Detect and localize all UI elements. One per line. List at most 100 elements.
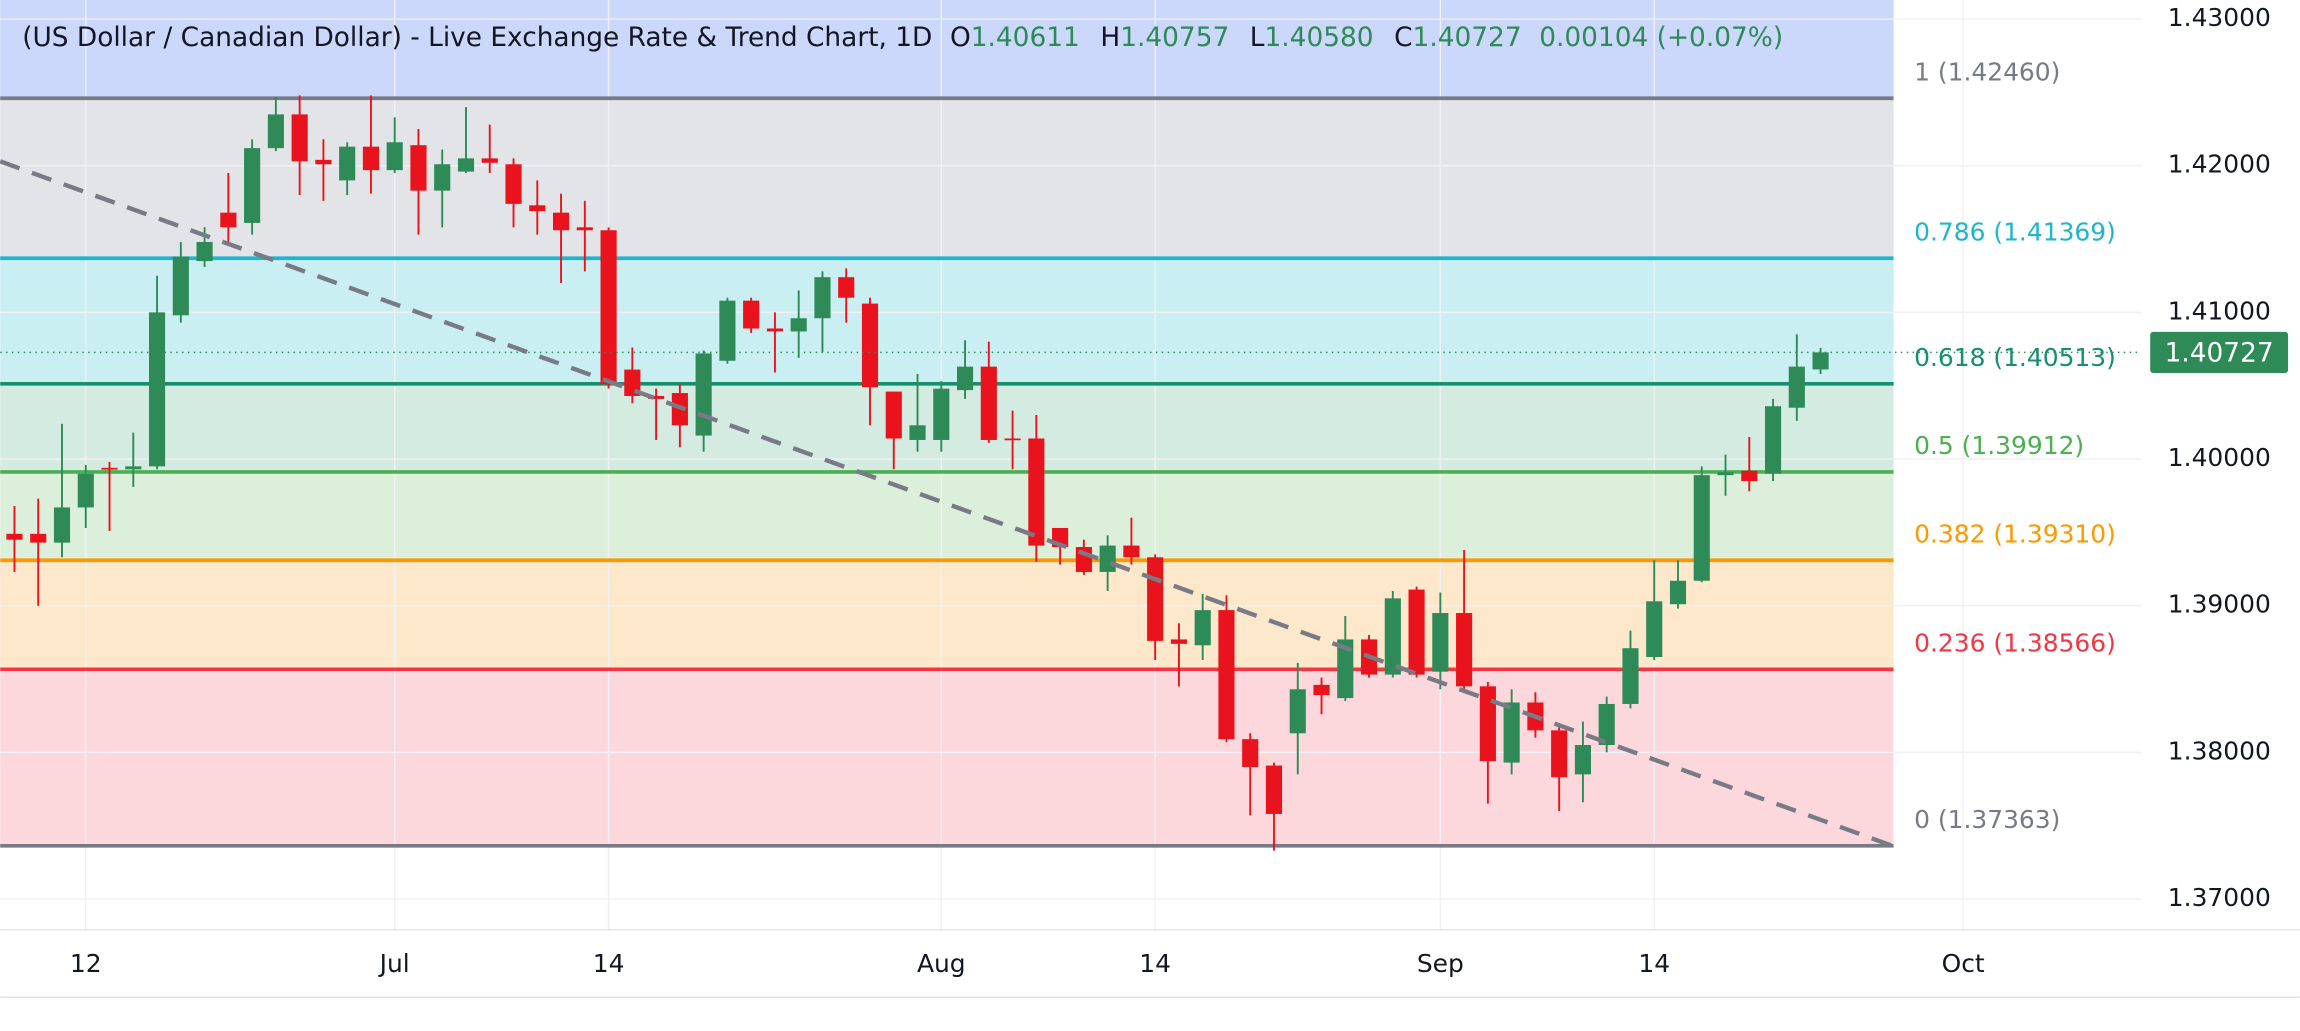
candle-body: [457, 158, 475, 172]
candle-body: [790, 318, 807, 332]
candle-body: [1194, 610, 1211, 646]
candle-body: [1075, 547, 1092, 572]
candle-body: [1004, 438, 1021, 441]
candle-body: [1622, 648, 1639, 704]
candle-body: [101, 467, 118, 470]
fib-label: 1 (1.42460): [1914, 57, 2060, 86]
y-tick-label: 1.41000: [2168, 296, 2271, 325]
candle-body: [410, 145, 427, 191]
candle-body: [1384, 598, 1401, 675]
candle-body: [1693, 475, 1710, 581]
candle-body: [909, 425, 926, 440]
candle-body: [362, 146, 380, 171]
candle-body: [1503, 702, 1520, 763]
candle-body: [1432, 613, 1449, 672]
candle-body: [481, 158, 498, 163]
candle-body: [6, 533, 23, 540]
fib-label: 0.618 (1.40513): [1914, 343, 2116, 372]
candle-body: [1242, 739, 1259, 768]
candle-body: [1741, 470, 1758, 482]
candle-body: [77, 473, 94, 508]
ohlc-value: 1.40757: [1120, 23, 1229, 53]
candle-body: [196, 241, 213, 262]
ohlc-value: 1.40611: [971, 23, 1080, 53]
candle-body: [291, 114, 308, 162]
candle-body: [980, 366, 997, 440]
candle-body: [220, 212, 237, 228]
ohlc-value: 1.40580: [1265, 23, 1374, 53]
y-tick-label: 1.39000: [2168, 590, 2271, 619]
candle-body: [1289, 689, 1306, 734]
candle-body: [1265, 765, 1283, 814]
candle-body: [766, 328, 784, 332]
ohlc-value: 1.40727: [1413, 23, 1522, 53]
candle-body: [1170, 639, 1188, 644]
ohlc-label: O: [950, 23, 971, 53]
candle-body: [719, 300, 736, 361]
candle-body: [434, 164, 451, 191]
fib-band: [0, 258, 1894, 384]
fib-band: [0, 669, 1894, 846]
candle-body: [648, 395, 665, 399]
x-tick-label: 14: [1638, 949, 1670, 978]
candle-body: [1764, 406, 1782, 474]
candle-body: [600, 230, 617, 385]
candle-body: [315, 159, 332, 165]
candle-body: [1123, 545, 1140, 558]
candle-body: [267, 114, 284, 149]
candle-body: [172, 256, 189, 316]
candle-body: [838, 277, 855, 298]
change: 0.00104 (+0.07%): [1539, 23, 1783, 53]
fib-label: 0.786 (1.41369): [1914, 217, 2116, 246]
candle-body: [244, 148, 261, 223]
ohlc-label: H: [1100, 23, 1120, 53]
ohlc-label: C: [1394, 23, 1412, 53]
candle-body: [1598, 703, 1615, 746]
x-tick-label: 14: [1139, 949, 1171, 978]
candle-body: [956, 366, 974, 391]
candle-body: [743, 300, 760, 329]
header: (US Dollar / Canadian Dollar) - Live Exc…: [22, 23, 1783, 53]
y-tick-label: 1.43000: [2168, 3, 2271, 32]
price-tag: [2150, 331, 2289, 373]
x-tick-label: 12: [70, 949, 102, 978]
candle-body: [1218, 610, 1235, 740]
candle-body: [1669, 580, 1687, 605]
fib-band: [0, 560, 1894, 670]
y-tick-label: 1.37000: [2168, 883, 2271, 912]
x-tick-label: Sep: [1417, 949, 1464, 978]
fib-band: [0, 471, 1894, 561]
y-tick-label: 1.38000: [2168, 736, 2271, 765]
price-tag-label: 1.40727: [2165, 338, 2274, 368]
candle-body: [1408, 589, 1425, 675]
x-tick-label: 14: [593, 949, 625, 978]
candle-body: [1456, 613, 1473, 687]
candle-body: [1479, 686, 1496, 762]
candle-body: [1099, 545, 1116, 572]
fib-label: 0.5 (1.39912): [1914, 431, 2084, 460]
candle-body: [529, 205, 546, 212]
candle-body: [1812, 352, 1829, 370]
candle-body: [339, 146, 356, 181]
candle-body: [30, 533, 47, 543]
fib-label: 0.236 (1.38566): [1914, 628, 2116, 657]
candle-body: [814, 277, 831, 319]
ohlc-label: L: [1250, 23, 1265, 53]
candle-body: [1574, 745, 1591, 775]
candle-body: [386, 142, 403, 171]
candle-body: [1313, 684, 1330, 696]
candle-body: [576, 227, 593, 231]
candle-body: [148, 312, 166, 467]
candle-body: [505, 164, 522, 204]
candle-body: [552, 212, 570, 231]
candle-body: [1147, 557, 1164, 641]
candle-body: [1717, 472, 1734, 476]
candle-body: [53, 507, 71, 543]
candle-body: [1028, 438, 1045, 546]
candle-body: [695, 353, 712, 436]
y-tick-label: 1.40000: [2168, 443, 2271, 472]
candle-body: [1788, 366, 1805, 408]
fib-band: [0, 98, 1894, 259]
